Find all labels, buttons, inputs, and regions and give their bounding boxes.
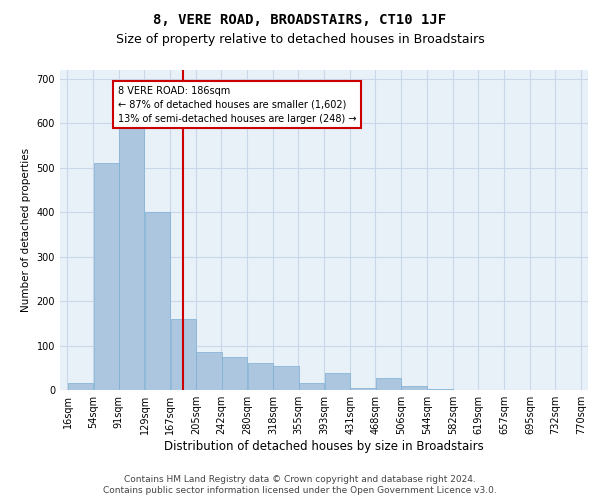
Bar — [376, 378, 401, 390]
Text: 8, VERE ROAD, BROADSTAIRS, CT10 1JF: 8, VERE ROAD, BROADSTAIRS, CT10 1JF — [154, 12, 446, 26]
Bar — [350, 388, 376, 390]
Bar — [119, 128, 145, 390]
Text: Size of property relative to detached houses in Broadstairs: Size of property relative to detached ho… — [116, 32, 484, 46]
Bar — [68, 384, 93, 390]
Bar — [145, 212, 170, 390]
Bar — [427, 389, 453, 390]
Text: Contains HM Land Registry data © Crown copyright and database right 2024.: Contains HM Land Registry data © Crown c… — [124, 475, 476, 484]
Bar — [221, 356, 247, 390]
Bar — [325, 373, 350, 390]
X-axis label: Distribution of detached houses by size in Broadstairs: Distribution of detached houses by size … — [164, 440, 484, 453]
Bar — [248, 364, 273, 390]
Text: Contains public sector information licensed under the Open Government Licence v3: Contains public sector information licen… — [103, 486, 497, 495]
Bar — [401, 386, 427, 390]
Bar — [274, 366, 299, 390]
Bar — [196, 352, 222, 390]
Bar — [299, 384, 324, 390]
Text: 8 VERE ROAD: 186sqm
← 87% of detached houses are smaller (1,602)
13% of semi-det: 8 VERE ROAD: 186sqm ← 87% of detached ho… — [118, 86, 356, 124]
Y-axis label: Number of detached properties: Number of detached properties — [21, 148, 31, 312]
Bar — [94, 164, 119, 390]
Bar — [170, 319, 196, 390]
